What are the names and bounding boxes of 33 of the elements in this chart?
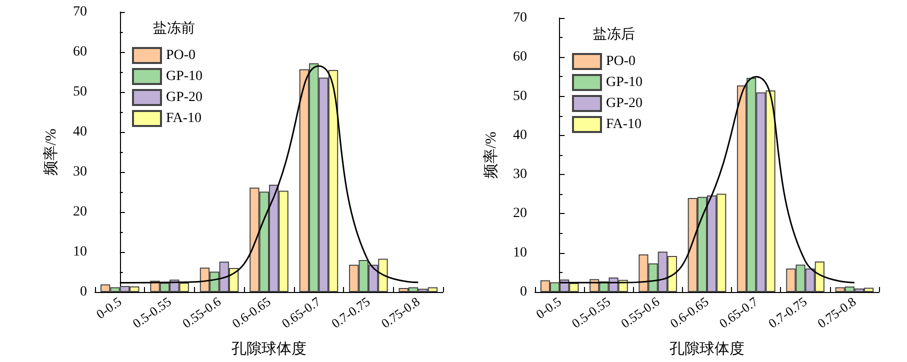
y-tick-label: 40: [513, 128, 527, 143]
y-tick-label: 10: [513, 245, 527, 260]
legend-label: FA-10: [166, 111, 202, 126]
y-tick-label: 50: [513, 88, 527, 104]
y-tick-label: 0: [520, 284, 527, 300]
y-axis-title: 频率/%: [482, 132, 500, 178]
legend-label: PO-0: [606, 54, 636, 69]
y-axis-title: 频率/%: [42, 128, 60, 176]
y-tick-label: 30: [513, 167, 527, 182]
y-tick-label: 40: [73, 124, 87, 140]
line-series: [558, 76, 856, 284]
y-tick-label: 30: [73, 164, 87, 180]
x-axis-title: 孔隙球体度: [232, 340, 306, 358]
legend-label: GP-20: [606, 96, 643, 111]
y-tick-label: 20: [513, 206, 527, 222]
y-tick-label: 60: [73, 44, 87, 60]
x-tick-label: 0-0.5: [93, 294, 124, 322]
legend-title: 盐冻后: [593, 26, 635, 42]
y-tick-label: 70: [73, 4, 87, 20]
y-tick-label: 0: [80, 284, 87, 300]
legend-label: GP-10: [166, 69, 203, 84]
legend-label: GP-10: [606, 75, 643, 90]
x-axis-title: 孔隙球体度: [670, 340, 744, 358]
legend-label: GP-20: [166, 90, 203, 105]
legend-label: FA-10: [606, 117, 642, 132]
legend-title: 盐冻前: [153, 20, 195, 36]
y-tick-label: 70: [513, 10, 527, 26]
y-tick-label: 50: [73, 84, 87, 100]
y-tick-label: 60: [513, 50, 527, 65]
y-tick-label: 10: [73, 244, 87, 260]
legend-label: PO-0: [166, 48, 196, 63]
x-tick-label: 0-0.5: [533, 294, 564, 322]
y-tick-label: 20: [73, 204, 87, 220]
